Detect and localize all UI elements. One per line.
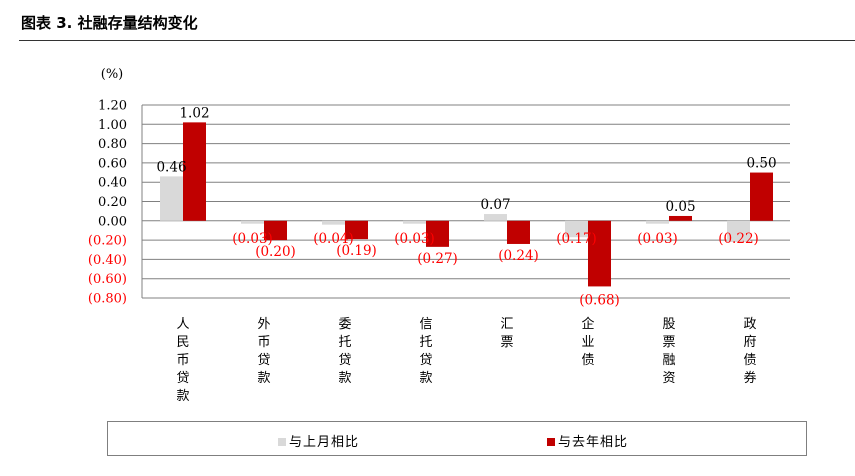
- data-label-yoy: (0.19): [336, 243, 377, 259]
- gridlines: [142, 104, 790, 299]
- legend: 与上月相比 与去年相比: [107, 421, 807, 456]
- y-axis: 1.20 1.00 0.80 0.60 0.40 0.20 0.00 (0.20) (0.40)…: [88, 99, 143, 307]
- y-tick-label: (0.60): [88, 272, 127, 287]
- data-label-mom: (0.04): [313, 231, 354, 247]
- bar-mom: [484, 214, 507, 221]
- y-tick-label: 0.00: [98, 214, 127, 229]
- data-label-mom: (0.17): [556, 231, 597, 247]
- x-tick-label: 政府债券: [743, 317, 756, 386]
- bar-mom: [241, 220, 264, 224]
- x-tick-label: 股票融资: [662, 317, 675, 386]
- data-label-yoy: (0.24): [498, 248, 539, 264]
- data-label-mom: 0.46: [156, 159, 186, 175]
- data-label-mom: (0.03): [394, 231, 435, 247]
- y-tick-label: (0.20): [88, 234, 127, 249]
- y-tick-label: 0.20: [98, 195, 127, 210]
- bar-yoy: [183, 122, 206, 221]
- bar-mom: [160, 176, 183, 221]
- bar-yoy: [345, 220, 368, 240]
- bar-mom: [403, 220, 426, 224]
- title-rule: [19, 40, 855, 41]
- y-tick-label: 0.80: [98, 137, 127, 152]
- bar-mom: [646, 220, 669, 224]
- data-label-mom: 0.07: [480, 197, 510, 213]
- bars: [160, 122, 773, 287]
- data-label-yoy: 0.50: [746, 156, 776, 172]
- data-label-yoy: 0.05: [665, 199, 695, 215]
- x-tick-label: 信托贷款: [419, 317, 432, 386]
- data-label-yoy: (0.20): [255, 244, 296, 260]
- bar-mom: [565, 220, 588, 238]
- data-labels: 0.46(0.03) (0.04) (0.03)0.07(0.17) (0.03) (0…: [156, 105, 776, 308]
- x-tick-label: 人民币贷款: [176, 317, 189, 404]
- data-label-yoy: (0.27): [417, 251, 458, 267]
- bar-yoy: [750, 172, 773, 221]
- y-tick-label: (0.80): [88, 292, 127, 307]
- bar-mom: [322, 220, 345, 225]
- y-tick-label: 1.20: [98, 99, 127, 114]
- y-tick-label: 1.00: [98, 118, 127, 133]
- y-tick-label: 0.60: [98, 156, 127, 171]
- legend-swatch-yoy: [547, 438, 555, 446]
- x-tick-label: 外币贷款: [257, 317, 270, 386]
- x-tick-label: 汇票: [500, 317, 513, 350]
- data-label-mom: (0.22): [718, 231, 759, 247]
- y-tick-label: (0.40): [88, 253, 127, 268]
- legend-item-mom: 与上月相比: [278, 431, 359, 450]
- bar-yoy: [507, 220, 530, 244]
- data-label-yoy: 1.02: [179, 105, 209, 121]
- x-tick-label: 企业债: [581, 316, 594, 368]
- bar-yoy: [588, 220, 611, 287]
- data-label-mom: (0.03): [232, 231, 273, 247]
- data-label-yoy: (0.68): [579, 292, 620, 308]
- data-label-mom: (0.03): [637, 231, 678, 247]
- legend-label-yoy: 与去年相比: [558, 435, 629, 450]
- x-axis-labels: 人民币贷款 外币贷款 委托贷款 信托贷款 汇票 企业债 股票融资 政府债券: [176, 316, 756, 404]
- legend-swatch-mom: [278, 438, 286, 446]
- bar-mom: [727, 220, 750, 243]
- bar-yoy: [264, 220, 287, 241]
- figure-title: 图表 3. 社融存量结构变化: [21, 14, 198, 32]
- legend-item-yoy: 与去年相比: [547, 431, 628, 450]
- x-tick-label: 委托贷款: [338, 317, 351, 386]
- bar-chart: 1.20 1.00 0.80 0.60 0.40 0.20 0.00 (0.20) (0.40)…: [88, 67, 790, 404]
- legend-label-mom: 与上月相比: [289, 435, 360, 450]
- bar-yoy: [426, 220, 449, 247]
- y-unit-label: (%): [101, 67, 124, 82]
- bar-yoy: [669, 215, 692, 221]
- y-tick-label: 0.40: [98, 176, 127, 191]
